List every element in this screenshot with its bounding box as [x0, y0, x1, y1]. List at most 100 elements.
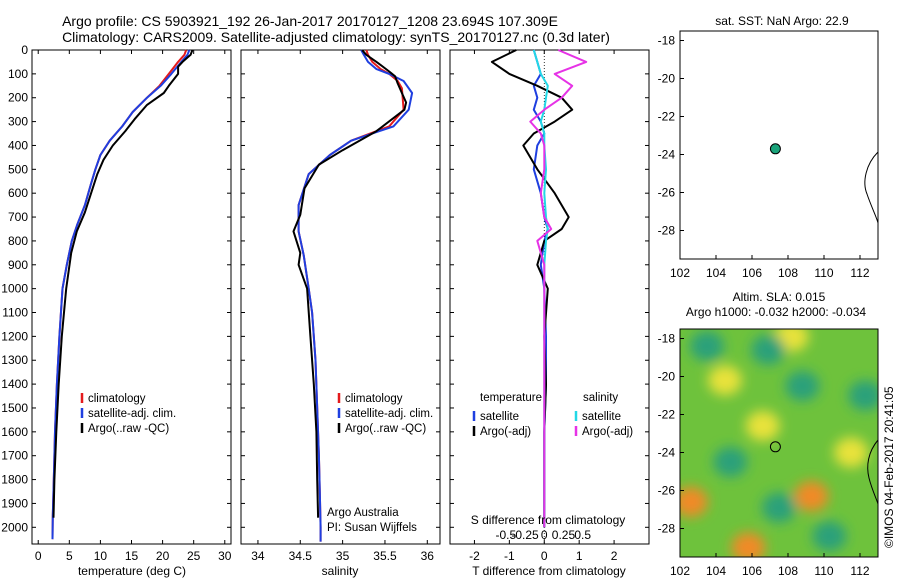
map-y-tick-label: -20 — [658, 370, 676, 384]
argo-float-marker — [769, 441, 781, 453]
series-line-satellite-adj-clim- — [297, 49, 414, 542]
legend-label: satellite-adj. clim. — [88, 408, 176, 420]
map-y-tick-label: -28 — [658, 522, 676, 536]
y-tick-label: 2000 — [1, 520, 28, 534]
top-x-tick-label: 0 — [541, 528, 548, 542]
x-tick-label: 36 — [421, 549, 435, 563]
sla-map-title-line2: Argo h1000: -0.032 h2000: -0.034 — [686, 305, 866, 319]
difference-axes-frame — [449, 49, 650, 545]
salinity-panel: 34 34.5 35 35.5 36 salinity climatology satel… — [240, 49, 441, 578]
legend-title: temperature — [480, 392, 542, 404]
sst-map-ticks: 102 104 106 108 110 112 -18 -20 -22 -24 -26 -28 — [658, 34, 870, 281]
sla-map-coastline — [867, 439, 879, 505]
legend-label: Argo(..raw -QC) — [345, 423, 426, 435]
sla-anomaly-blob-yellow — [708, 365, 742, 396]
map-x-tick-label: 108 — [778, 564, 798, 578]
legend-label: satellite — [480, 411, 519, 423]
sla-map-panel: Altim. SLA: 0.015 Argo h1000: -0.032 h20… — [658, 290, 879, 579]
map-y-tick-label: -26 — [658, 484, 676, 498]
x-tick-label: -2 — [469, 549, 480, 563]
y-tick-label: 1700 — [1, 449, 28, 463]
map-y-tick-label: -22 — [658, 110, 676, 124]
temperature-legend: climatology satellite-adj. clim. Argo(..ra… — [80, 393, 176, 435]
imos-credit: ©IMOS 04-Feb-2017 20:41:05 — [882, 386, 896, 548]
x-tick-label: 35 — [336, 549, 350, 563]
temperature-xlabel: temperature (deg C) — [78, 564, 186, 578]
difference-legend: temperature salinity satellite Argo(-adj) sa… — [472, 392, 633, 438]
salinity-axes-frame — [240, 49, 441, 545]
map-x-tick-label: 106 — [742, 564, 762, 578]
temperature-lines — [51, 49, 194, 540]
map-y-tick-label: -22 — [658, 408, 676, 422]
series-line-temperature-argo-adj- — [490, 49, 574, 528]
y-tick-label: 1400 — [1, 377, 28, 391]
sla-map-ticks: 102 104 106 108 110 112 -18 -20 -22 -24 -26 -28 — [658, 332, 870, 579]
map-y-tick-label: -24 — [658, 446, 676, 460]
sla-anomaly-blob-teal — [751, 334, 786, 365]
sst-map-title: sat. SST: NaN Argo: 22.9 — [715, 14, 849, 28]
legend-label: Argo(-adj) — [480, 426, 531, 438]
sla-map-title-line1: Altim. SLA: 0.015 — [733, 290, 826, 304]
x-tick-label: 5 — [66, 549, 73, 563]
y-tick-label: 300 — [8, 115, 28, 129]
x-tick-label: 30 — [218, 549, 232, 563]
y-tick-label: 1000 — [1, 282, 28, 296]
difference-ticks: -2 -1 0 1 2 -0.5-0.25 0 0.25 0.5 — [450, 49, 649, 563]
y-tick-label: 200 — [8, 91, 28, 105]
y-tick-label: 900 — [8, 258, 28, 272]
y-tick-label: 1900 — [1, 496, 28, 510]
difference-panel: -2 -1 0 1 2 -0.5-0.25 0 0.25 0.5 S difference fr… — [449, 49, 650, 578]
top-x-tick-label: 0.25 — [552, 528, 576, 542]
map-x-tick-label: 104 — [706, 266, 726, 280]
y-tick-label: 400 — [8, 138, 28, 152]
series-line-salinity-argo-adj- — [529, 49, 588, 528]
series-line-argo-raw-qc- — [52, 49, 194, 518]
x-tick-label: 25 — [187, 549, 201, 563]
salinity-annotation-line1: Argo Australia — [327, 507, 399, 519]
legend-label: climatology — [88, 393, 146, 405]
y-tick-label: 0 — [21, 43, 28, 57]
y-tick-label: 1100 — [2, 306, 28, 320]
x-tick-label: 0 — [541, 549, 548, 563]
map-y-tick-label: -28 — [658, 224, 676, 238]
sla-anomaly-blob-teal — [812, 521, 847, 552]
sla-map-point-layer — [769, 441, 781, 453]
sla-map-field — [680, 329, 878, 557]
x-tick-label: 34 — [251, 549, 265, 563]
legend-label: Argo(..raw -QC) — [88, 423, 169, 435]
x-tick-label: 0 — [35, 549, 42, 563]
x-tick-label: 10 — [94, 549, 108, 563]
sla-map-frame — [679, 328, 879, 558]
map-x-tick-label: 112 — [850, 564, 869, 578]
legend-title: salinity — [583, 392, 618, 404]
salinity-annotation-line2: PI: Susan Wijffels — [327, 522, 417, 534]
figure-title-line1: Argo profile: CS 5903921_192 26-Jan-2017… — [62, 13, 558, 29]
salinity-xlabel: salinity — [322, 564, 359, 578]
y-tick-label: 600 — [8, 186, 28, 200]
legend-label: Argo(-adj) — [582, 426, 633, 438]
sla-anomaly-blob-teal — [785, 371, 820, 401]
series-line-salinity-satellite — [532, 49, 549, 528]
y-tick-label: 1600 — [1, 425, 28, 439]
sla-anomaly-blob-orange — [680, 486, 708, 517]
sla-anomaly-blob-yellow — [834, 437, 868, 468]
x-tick-label: 34.5 — [289, 549, 313, 563]
salinity-ticks: 34 34.5 35 35.5 36 — [241, 49, 440, 563]
sla-anomaly-blob-teal — [713, 447, 748, 477]
x-tick-label: 35.5 — [373, 549, 397, 563]
map-y-tick-label: -20 — [658, 72, 676, 86]
series-line-climatology — [297, 49, 405, 542]
x-tick-label: 2 — [611, 549, 618, 563]
map-x-tick-label: 104 — [706, 564, 726, 578]
x-tick-label: 15 — [125, 549, 139, 563]
map-x-tick-label: 108 — [778, 266, 798, 280]
sla-anomaly-blob-orange — [731, 532, 766, 557]
legend-label: satellite — [582, 411, 621, 423]
y-tick-label: 1800 — [1, 473, 28, 487]
sst-map-panel: sat. SST: NaN Argo: 22.9 102 104 106 108 110… — [658, 14, 879, 281]
legend-label: satellite-adj. clim. — [345, 408, 433, 420]
map-y-tick-label: -18 — [658, 332, 676, 346]
x-tick-label: -1 — [504, 549, 515, 563]
sla-anomaly-blob-teal — [762, 492, 796, 523]
